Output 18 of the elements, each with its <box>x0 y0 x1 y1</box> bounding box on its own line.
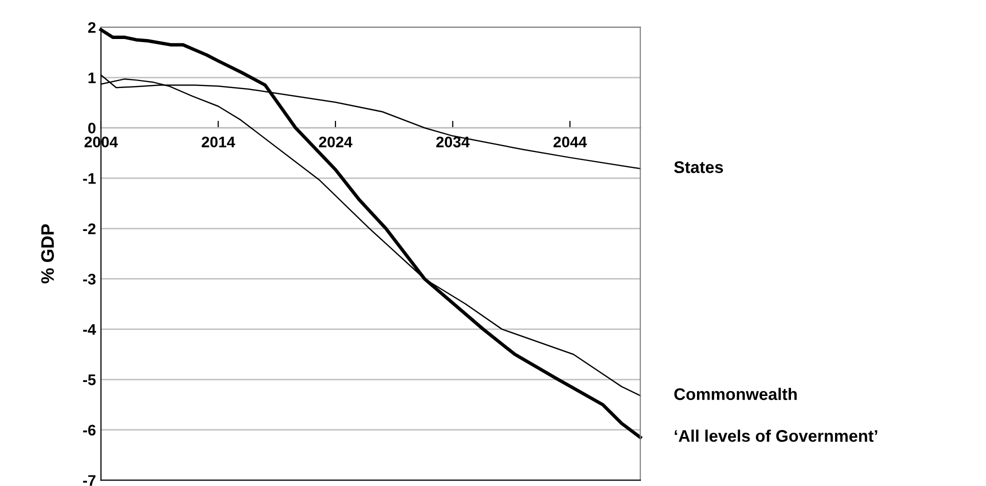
y-tick-label: -2 <box>83 223 96 234</box>
x-tick-label: 2024 <box>319 136 352 148</box>
x-tick-label: 2034 <box>436 136 470 148</box>
y-axis-title: % GDP <box>41 224 54 284</box>
y-tick-label: -3 <box>83 274 96 285</box>
y-tick-label: -5 <box>83 374 96 386</box>
text: ‘All levels of Government’ <box>674 430 878 442</box>
x-tick-label: 2044 <box>554 136 587 148</box>
y-tick-label: 2 <box>88 22 96 33</box>
y-tick-label: -6 <box>83 424 96 436</box>
y-tick-label: 0 <box>88 122 96 134</box>
y-tick-label: -7 <box>83 475 96 486</box>
y-tick-label: 1 <box>88 72 96 84</box>
x-tick-label: 2014 <box>202 136 236 148</box>
y-tick-label: -4 <box>83 324 96 335</box>
text: Commonwealth <box>674 388 797 400</box>
text: States <box>674 161 723 174</box>
y-tick-label: -1 <box>83 173 96 184</box>
